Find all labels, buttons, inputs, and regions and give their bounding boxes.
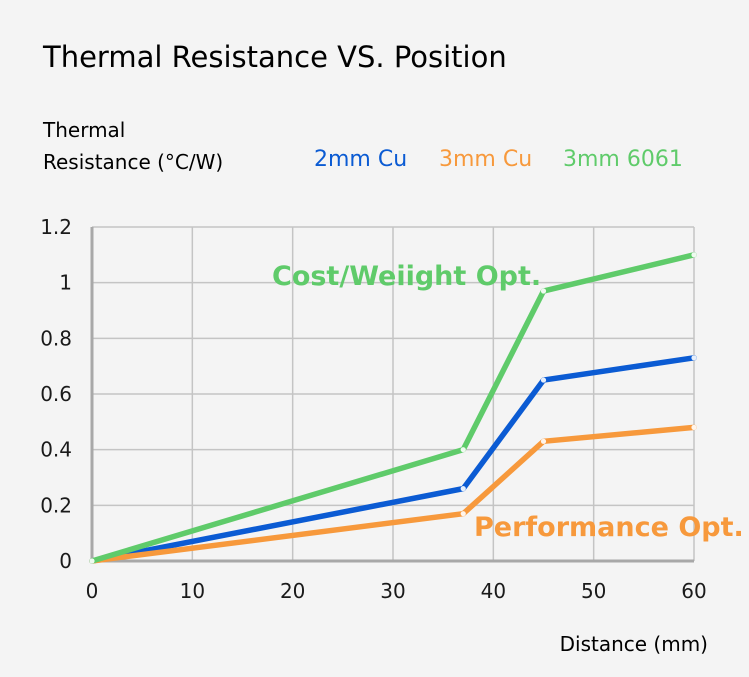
series-point-2-2: [540, 288, 547, 294]
series-layer: [89, 252, 697, 564]
series-point-0-2: [540, 377, 547, 383]
series-line-0: [89, 355, 697, 564]
x-tick-label: 40: [481, 579, 506, 603]
annotations: Cost/Weiight Opt. Performance Opt.: [272, 261, 744, 543]
annotation-performance: Performance Opt.: [474, 512, 744, 543]
y-tick-label: 0.8: [40, 326, 72, 350]
y-tick-label: 0.4: [40, 438, 72, 462]
y-tick-label: 1.2: [40, 215, 72, 239]
y-tick-label: 0: [59, 549, 72, 573]
series-point-0-1: [460, 486, 466, 492]
series-point-1-2: [540, 438, 547, 444]
x-tick-label: 0: [86, 579, 99, 603]
legend-2mm-cu: 2mm Cu: [314, 147, 407, 172]
legend-3mm-cu: 3mm Cu: [439, 147, 532, 172]
series-line-2: [89, 252, 697, 564]
x-tick-label: 20: [280, 579, 305, 603]
legend: 2mm Cu 3mm Cu 3mm 6061: [314, 147, 683, 172]
x-tick-label: 30: [380, 579, 405, 603]
axes: [90, 227, 694, 563]
x-tick-label: 60: [681, 579, 706, 603]
y-tick-label: 0.2: [40, 493, 72, 517]
x-tick-label: 10: [180, 579, 205, 603]
series-point-1-3: [691, 424, 697, 430]
y-axis-label-line-1: Thermal: [42, 118, 125, 142]
y-tick-label: 0.6: [40, 382, 72, 406]
y-tick-label: 1: [59, 271, 72, 295]
series-point-0-3: [691, 355, 697, 361]
annotation-cost-weight: Cost/Weiight Opt.: [272, 261, 541, 292]
series-line-1: [89, 424, 697, 564]
x-tick-label: 50: [581, 579, 606, 603]
chart-title: Thermal Resistance VS. Position: [42, 40, 507, 74]
grid: [92, 226, 695, 561]
x-axis-label: Distance (mm): [560, 632, 708, 656]
legend-3mm-6061: 3mm 6061: [563, 147, 683, 172]
tick-labels: 0 10 20 30 40 50 60 0 0.2 0.4 0.6 0.8 1 1.2: [40, 215, 707, 603]
series-point-2-3: [691, 252, 697, 258]
series-point-2-1: [460, 447, 466, 453]
series-point-1-1: [460, 511, 466, 517]
series-point-2-0: [89, 558, 95, 564]
y-axis-label-line-2: Resistance (°C/W): [43, 150, 223, 174]
